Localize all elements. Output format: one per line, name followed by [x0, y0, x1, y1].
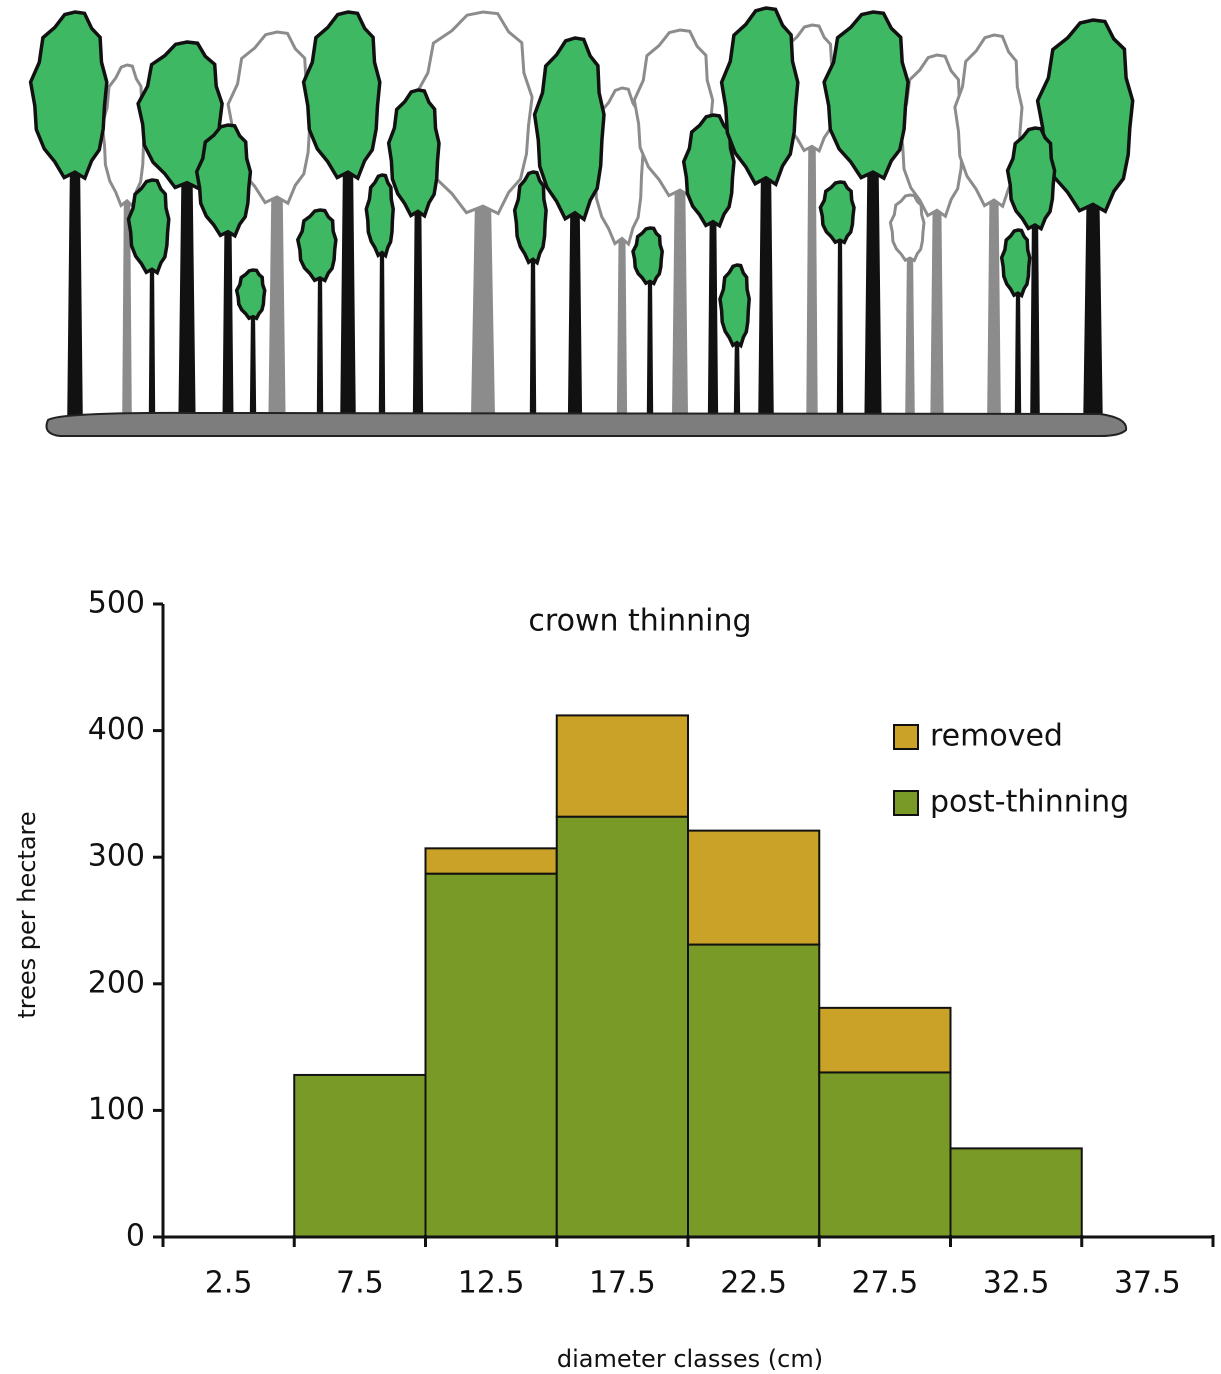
bar-segment [951, 1148, 1082, 1237]
page: crown thinning diameter classes (cm) tre… [0, 0, 1221, 1374]
y-axis-label: trees per hectare [13, 811, 41, 1018]
x-tick-label: 7.5 [336, 1266, 384, 1301]
bar-segment [557, 817, 688, 1237]
x-tick-label: 37.5 [1114, 1266, 1181, 1301]
tree-trunk [1030, 208, 1040, 416]
bar-segment [557, 715, 688, 816]
tree-crown [890, 195, 924, 261]
tree-crown [820, 182, 854, 242]
tree-trunk [806, 125, 817, 416]
tree-trunk [178, 158, 195, 416]
tree-crown [1002, 230, 1030, 296]
tree-trunk [530, 244, 536, 416]
tree-trunk [340, 144, 356, 416]
y-tick-label: 100 [88, 1092, 145, 1127]
tree-crown [389, 90, 439, 216]
x-tick-label: 2.5 [205, 1266, 253, 1301]
tree-crown [515, 172, 546, 263]
tree-crown [1008, 128, 1055, 229]
tree-trunk [930, 183, 943, 416]
tree-crown [366, 175, 393, 256]
tree-trunk [905, 247, 915, 416]
bar-segment [688, 945, 819, 1237]
tree-trunk [317, 266, 323, 416]
tree-crown [237, 270, 265, 318]
tree-trunk [67, 144, 83, 416]
y-tick-label: 200 [88, 965, 145, 1000]
tree-crown [102, 65, 145, 206]
legend-label: post-thinning [930, 785, 1129, 820]
forest-illustration [31, 8, 1133, 436]
tree-crown [298, 210, 336, 281]
y-tick-label: 400 [88, 712, 145, 747]
tree-crown [31, 12, 107, 178]
chart-title: crown thinning [528, 604, 751, 639]
bar-segment [819, 1008, 950, 1073]
tree-trunk [837, 230, 843, 416]
x-tick-label: 32.5 [983, 1266, 1050, 1301]
tree-trunk [1015, 282, 1021, 416]
y-tick-label: 500 [88, 586, 145, 621]
legend-label: removed [930, 719, 1063, 754]
tree-crown [129, 180, 169, 273]
tree-trunk [864, 144, 881, 416]
tree-crown [720, 265, 749, 346]
x-axis-label: diameter classes (cm) [557, 1345, 823, 1373]
tree-crown [197, 125, 251, 236]
tree-trunk [987, 171, 1001, 416]
tree-trunk [672, 162, 688, 416]
ground [47, 413, 1127, 436]
y-tick-label: 0 [126, 1219, 145, 1254]
x-tick-label: 27.5 [851, 1266, 918, 1301]
tree-crown [824, 12, 908, 178]
tree-trunk [268, 168, 285, 416]
bar-segment [819, 1072, 950, 1237]
bar-segment [294, 1075, 425, 1237]
tree-trunk [379, 239, 385, 416]
legend-swatch [894, 791, 918, 815]
bar-segment [688, 831, 819, 945]
tree-trunk [758, 148, 774, 416]
tree-trunk [647, 272, 653, 416]
bar-segment [426, 874, 557, 1237]
tree-crown [304, 12, 380, 178]
tree-trunk [250, 308, 256, 416]
x-tick-label: 17.5 [589, 1266, 656, 1301]
tree-trunk [149, 254, 155, 416]
x-tick-label: 22.5 [720, 1266, 787, 1301]
tree-trunk [413, 190, 423, 416]
y-tick-label: 300 [88, 839, 145, 874]
chart: crown thinning diameter classes (cm) tre… [0, 0, 1221, 1374]
bar-segment [426, 848, 557, 873]
tree-crown [633, 228, 662, 283]
tree-trunk [708, 203, 718, 416]
x-tick-label: 12.5 [458, 1266, 525, 1301]
legend-swatch [894, 725, 918, 749]
tree-trunk [223, 213, 234, 416]
